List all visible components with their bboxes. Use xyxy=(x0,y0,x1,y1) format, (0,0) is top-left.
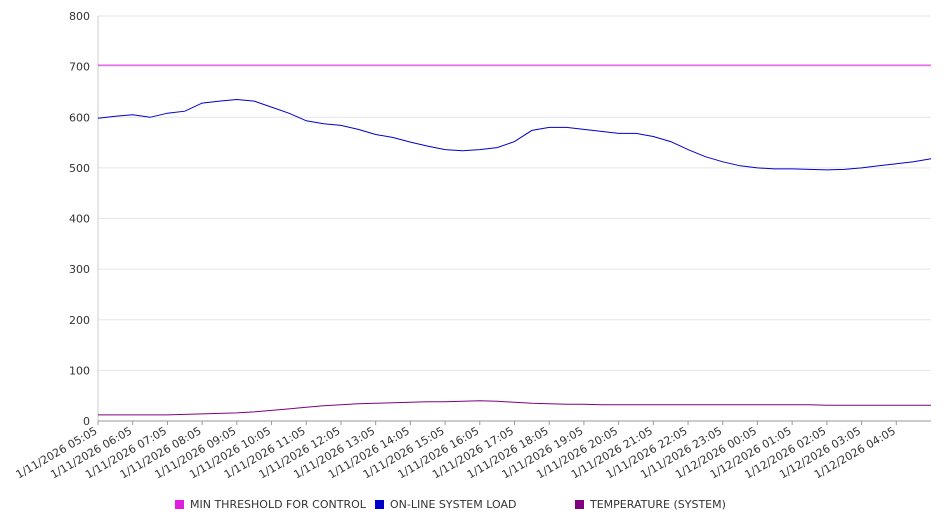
y-tick-label: 0 xyxy=(83,415,90,428)
legend-label-temperature: TEMPERATURE (SYSTEM) xyxy=(590,498,726,511)
legend-item-temperature[interactable]: TEMPERATURE (SYSTEM) xyxy=(575,498,726,511)
series-temperature xyxy=(98,400,931,416)
series-system-load xyxy=(97,98,932,171)
y-tick-label: 200 xyxy=(69,314,90,327)
grid-lines xyxy=(98,15,931,422)
y-tick-label: 800 xyxy=(69,10,90,23)
x-axis-ticks: 1/11/2026 05:051/11/2026 06:051/11/2026 … xyxy=(14,421,898,481)
legend-label-min-threshold: MIN THRESHOLD FOR CONTROL xyxy=(190,498,366,511)
legend-swatch-temperature xyxy=(575,500,584,509)
y-tick-label: 600 xyxy=(69,111,90,124)
legend: MIN THRESHOLD FOR CONTROL ON-LINE SYSTEM… xyxy=(0,498,946,514)
y-tick-label: 100 xyxy=(69,364,90,377)
y-tick-label: 700 xyxy=(69,61,90,74)
y-tick-label: 300 xyxy=(69,263,90,276)
y-axis-ticks: 0 100 200 300 400 500 600 700 800 xyxy=(69,10,90,428)
legend-label-system-load: ON-LINE SYSTEM LOAD xyxy=(390,498,517,511)
y-tick-label: 400 xyxy=(69,213,90,226)
series-lines xyxy=(97,64,932,416)
legend-swatch-system-load xyxy=(375,500,384,509)
legend-item-min-threshold[interactable]: MIN THRESHOLD FOR CONTROL xyxy=(175,498,366,511)
legend-item-system-load[interactable]: ON-LINE SYSTEM LOAD xyxy=(375,498,516,511)
axes xyxy=(97,16,931,422)
y-tick-label: 500 xyxy=(69,162,90,175)
legend-swatch-min-threshold xyxy=(175,500,184,509)
